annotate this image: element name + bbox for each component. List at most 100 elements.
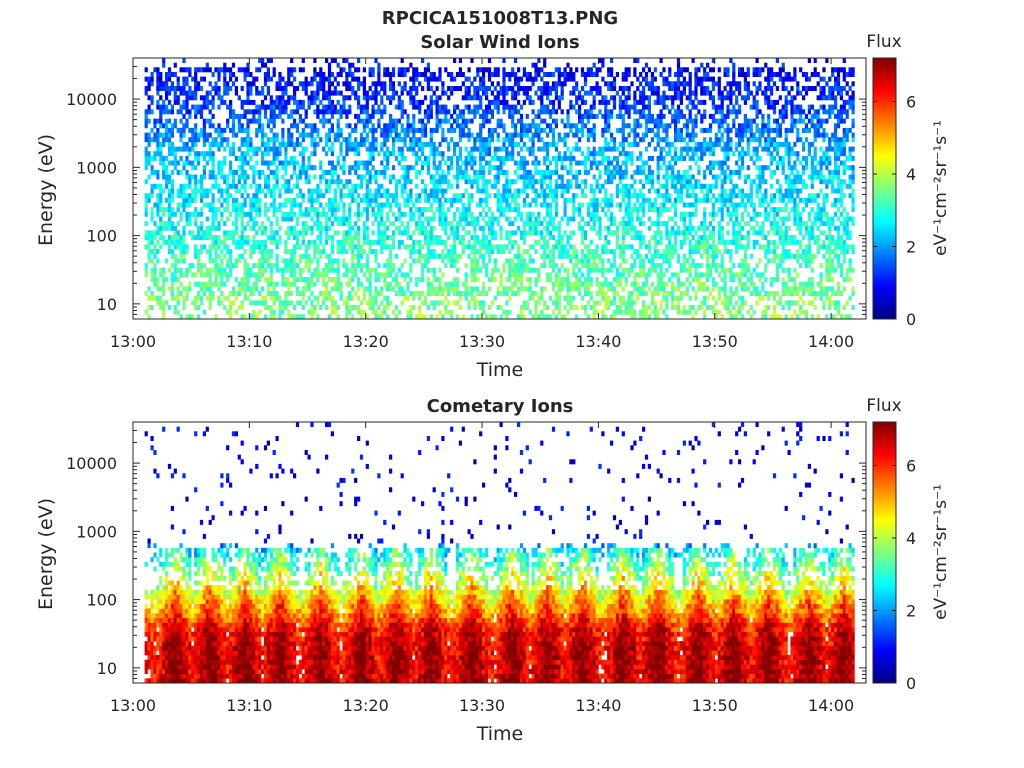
heatmap-cell bbox=[144, 179, 148, 185]
heatmap-cell bbox=[444, 104, 448, 110]
heatmap-cell bbox=[540, 314, 544, 320]
heatmap-cell bbox=[322, 72, 326, 77]
heatmap-cell bbox=[612, 76, 617, 82]
heatmap-cell bbox=[418, 225, 422, 231]
heatmap-cell bbox=[185, 314, 189, 320]
heatmap-cell bbox=[493, 165, 497, 171]
heatmap-cell bbox=[589, 197, 593, 203]
heatmap-cell bbox=[453, 235, 457, 241]
heatmap-cell bbox=[310, 314, 314, 320]
heatmap-cell bbox=[275, 263, 279, 269]
heatmap-cell bbox=[217, 221, 221, 227]
heatmap-cell bbox=[255, 272, 259, 278]
heatmap-cell bbox=[258, 249, 262, 255]
heatmap-cell bbox=[377, 169, 381, 175]
heatmap-cell bbox=[249, 155, 253, 161]
heatmap-cell bbox=[345, 183, 349, 189]
heatmap-cell bbox=[627, 132, 631, 138]
heatmap-cell bbox=[409, 314, 413, 320]
heatmap-cell bbox=[514, 123, 518, 129]
heatmap-cell bbox=[290, 123, 294, 129]
heatmap-cell bbox=[261, 155, 265, 161]
heatmap-cell bbox=[275, 216, 279, 222]
heatmap-cell bbox=[354, 267, 358, 273]
heatmap-cell bbox=[194, 76, 198, 82]
heatmap-cell bbox=[397, 67, 401, 73]
heatmap-cell bbox=[615, 281, 619, 287]
heatmap-cell bbox=[554, 202, 558, 208]
heatmap-cell bbox=[231, 62, 236, 68]
heatmap-cell bbox=[546, 81, 550, 87]
heatmap-cell bbox=[342, 239, 346, 245]
heatmap-cell bbox=[377, 277, 381, 283]
heatmap-cell bbox=[182, 113, 186, 119]
heatmap-cell bbox=[435, 239, 439, 245]
heatmap-cell bbox=[450, 86, 454, 91]
heatmap-cell bbox=[185, 67, 189, 73]
heatmap-cell bbox=[173, 244, 177, 250]
heatmap-cell bbox=[406, 118, 410, 124]
heatmap-cell bbox=[150, 239, 154, 245]
heatmap-cell bbox=[383, 295, 387, 301]
heatmap-cell bbox=[429, 127, 433, 133]
heatmap-cell bbox=[426, 62, 430, 68]
heatmap-cell bbox=[170, 132, 174, 138]
heatmap-cell bbox=[377, 123, 381, 129]
heatmap-cell bbox=[418, 230, 422, 236]
heatmap-cell bbox=[237, 118, 241, 124]
heatmap-cell bbox=[298, 230, 302, 236]
heatmap-cell bbox=[266, 207, 270, 213]
heatmap-cell bbox=[301, 58, 305, 63]
heatmap-cell bbox=[403, 197, 407, 203]
heatmap-cell bbox=[403, 202, 407, 208]
heatmap-cell bbox=[630, 183, 634, 189]
heatmap-cell bbox=[522, 202, 526, 208]
heatmap-cell bbox=[508, 216, 512, 222]
heatmap-cell bbox=[197, 109, 201, 115]
heatmap-cell bbox=[354, 188, 358, 194]
heatmap-cell bbox=[583, 193, 588, 199]
heatmap-cell bbox=[336, 249, 340, 255]
heatmap-cell bbox=[485, 95, 489, 101]
heatmap-cell bbox=[211, 239, 215, 245]
heatmap-cell bbox=[234, 230, 238, 236]
heatmap-cell bbox=[441, 258, 445, 264]
heatmap-cell bbox=[583, 72, 588, 77]
heatmap-cell bbox=[517, 81, 521, 87]
heatmap-cell bbox=[284, 291, 288, 296]
heatmap-cell bbox=[502, 267, 506, 273]
heatmap-cell bbox=[226, 230, 230, 236]
heatmap-cell bbox=[237, 174, 241, 180]
heatmap-cell bbox=[295, 235, 300, 241]
heatmap-cell bbox=[272, 291, 276, 296]
heatmap-cell bbox=[479, 67, 483, 73]
heatmap-cell bbox=[607, 174, 611, 180]
heatmap-cell bbox=[348, 244, 352, 250]
heatmap-cell bbox=[610, 249, 614, 255]
heatmap-cell bbox=[342, 221, 346, 227]
heatmap-cell bbox=[243, 160, 247, 166]
heatmap-cell bbox=[598, 235, 602, 241]
heatmap-cell bbox=[252, 244, 256, 250]
heatmap-cell bbox=[461, 95, 465, 101]
heatmap-cell bbox=[374, 202, 378, 208]
heatmap-cell bbox=[173, 160, 177, 166]
heatmap-cell bbox=[403, 230, 407, 236]
heatmap-cell bbox=[258, 202, 262, 208]
heatmap-cell bbox=[589, 239, 593, 245]
heatmap-cell bbox=[421, 207, 425, 213]
heatmap-cell bbox=[586, 211, 590, 217]
heatmap-cell bbox=[511, 109, 515, 115]
heatmap-cell bbox=[249, 207, 253, 213]
heatmap-cell bbox=[182, 141, 186, 147]
heatmap-cell bbox=[595, 230, 599, 236]
heatmap-cell bbox=[615, 155, 619, 161]
heatmap-cell bbox=[560, 193, 564, 199]
heatmap-cell bbox=[383, 239, 387, 245]
heatmap-cell bbox=[514, 141, 518, 147]
heatmap-cell bbox=[269, 202, 273, 208]
heatmap-cell bbox=[339, 132, 343, 138]
heatmap-cell bbox=[342, 216, 346, 222]
heatmap-cell bbox=[156, 183, 160, 189]
heatmap-cell bbox=[607, 249, 611, 255]
